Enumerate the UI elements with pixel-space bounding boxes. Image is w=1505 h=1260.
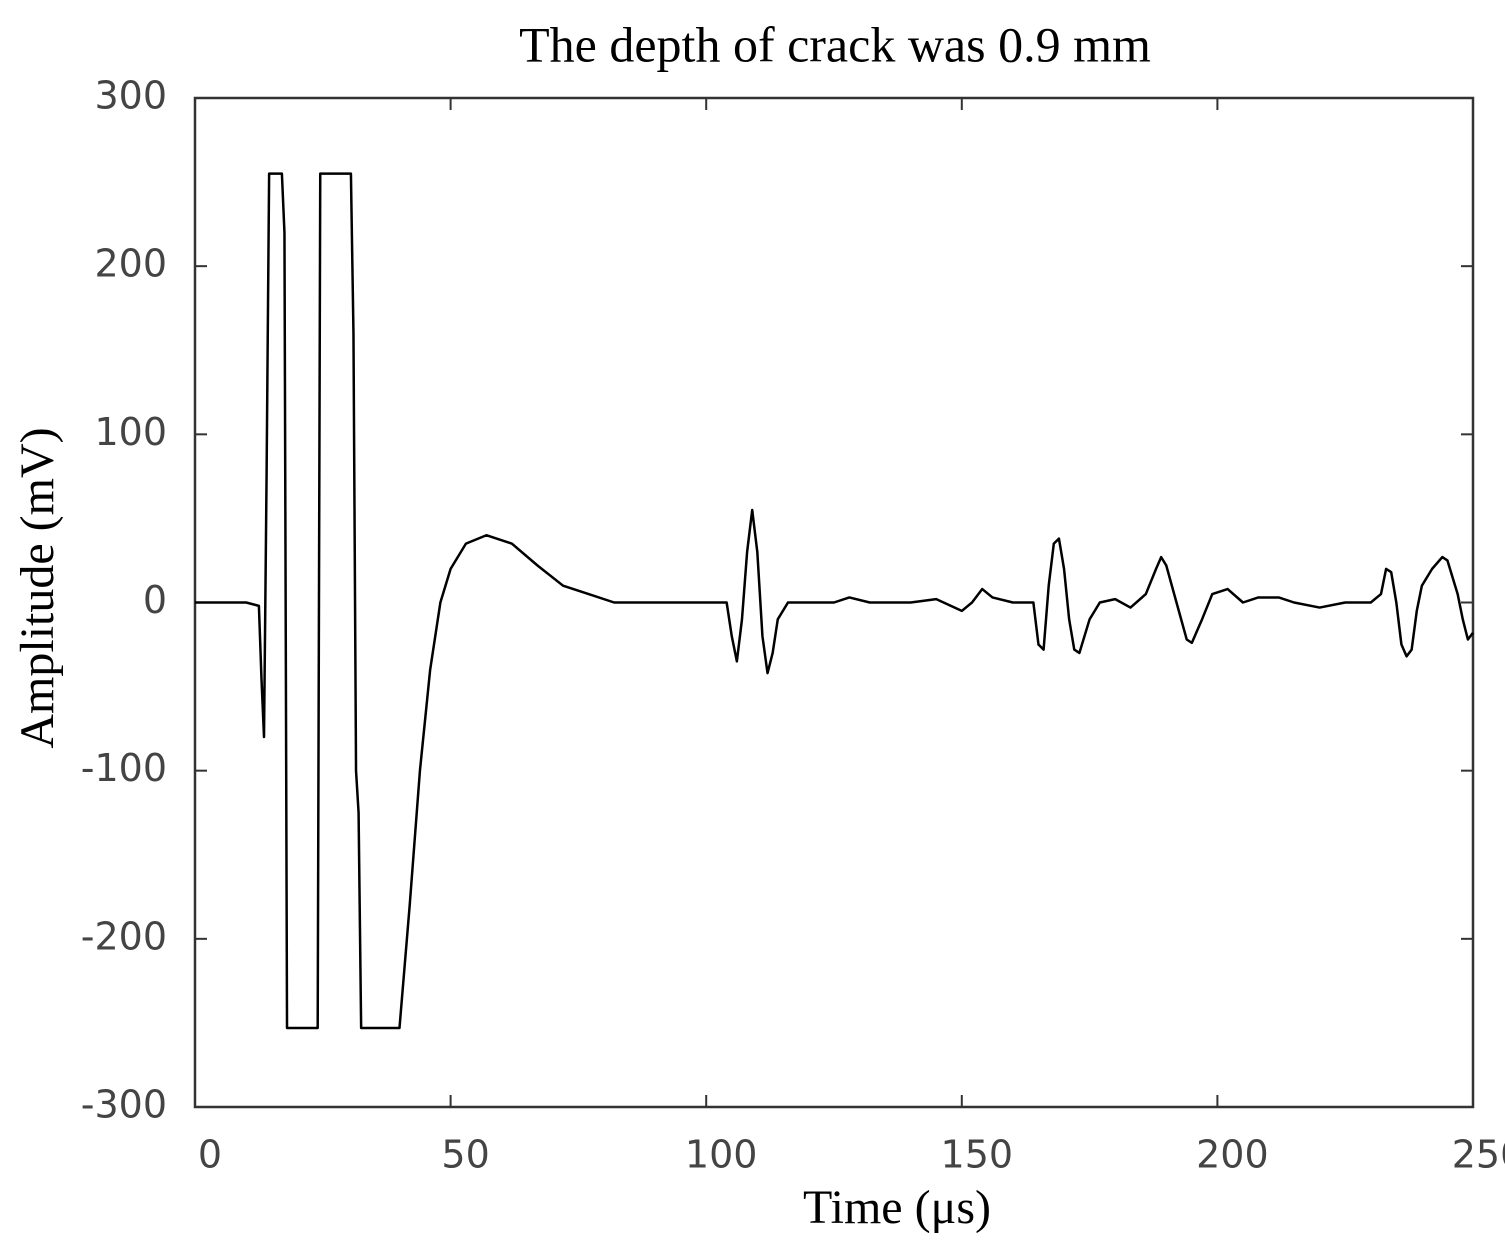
x-tick-label: 150 <box>941 1133 1014 1177</box>
y-tick-label: -300 <box>81 1083 167 1127</box>
x-tick-label: 0 <box>198 1133 222 1177</box>
x-tick-label: 100 <box>685 1133 758 1177</box>
y-tick-label: 100 <box>94 410 167 454</box>
signal-line <box>195 172 1474 1030</box>
y-tick-label: -100 <box>81 746 167 790</box>
y-tick-label: -200 <box>81 914 167 958</box>
x-tick-label: 200 <box>1196 1133 1269 1177</box>
x-axis-label: Time (μs) <box>803 1181 991 1234</box>
x-tick-label: 250 <box>1452 1133 1505 1177</box>
y-tick-label: 0 <box>143 578 167 622</box>
y-axis-label: Amplitude (mV) <box>11 427 64 748</box>
x-tick-label: 50 <box>441 1133 489 1177</box>
chart-title: The depth of crack was 0.9 mm <box>519 16 1151 72</box>
y-tick-label: 300 <box>94 74 167 118</box>
y-tick-label: 200 <box>94 242 167 286</box>
